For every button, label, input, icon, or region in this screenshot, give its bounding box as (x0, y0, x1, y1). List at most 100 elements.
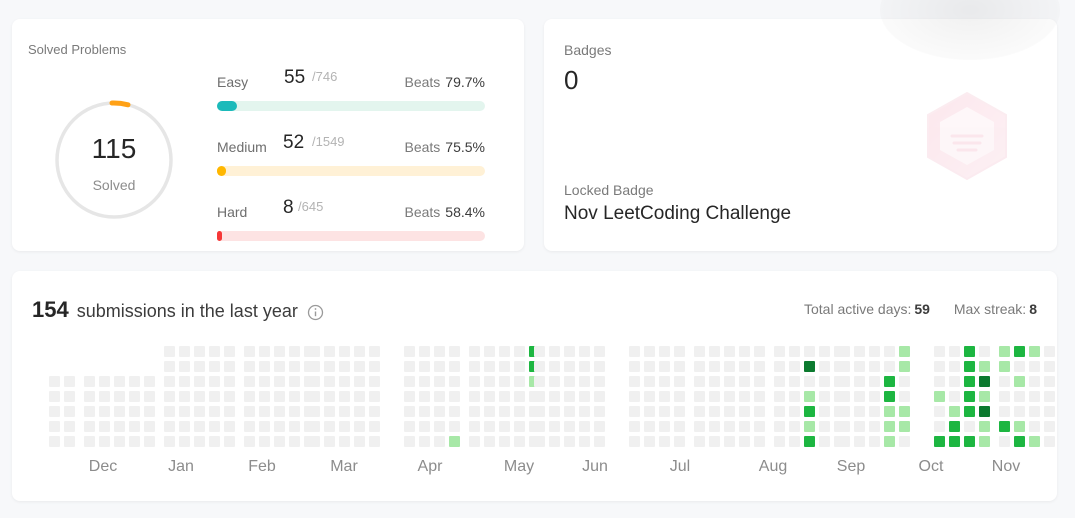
heatmap-day-cell[interactable] (774, 361, 785, 372)
heatmap-day-cell[interactable] (594, 361, 605, 372)
heatmap-day-cell[interactable] (739, 376, 750, 387)
heatmap-day-cell[interactable] (839, 346, 850, 357)
heatmap-day-cell[interactable] (194, 376, 205, 387)
heatmap-day-cell[interactable] (274, 391, 285, 402)
heatmap-day-cell[interactable] (274, 361, 285, 372)
heatmap-day-cell[interactable] (884, 376, 895, 387)
heatmap-day-cell[interactable] (259, 406, 270, 417)
heatmap-day-cell[interactable] (979, 391, 990, 402)
heatmap-day-cell[interactable] (309, 436, 320, 447)
heatmap-day-cell[interactable] (1014, 376, 1025, 387)
heatmap-day-cell[interactable] (259, 361, 270, 372)
heatmap-day-cell[interactable] (1029, 361, 1040, 372)
heatmap-day-cell[interactable] (999, 421, 1010, 432)
heatmap-day-cell[interactable] (114, 376, 125, 387)
heatmap-day-cell[interactable] (354, 361, 365, 372)
heatmap-day-cell[interactable] (99, 406, 110, 417)
heatmap-day-cell[interactable] (419, 391, 430, 402)
heatmap-day-cell[interactable] (164, 376, 175, 387)
heatmap-day-cell[interactable] (594, 436, 605, 447)
heatmap-day-cell[interactable] (244, 346, 255, 357)
heatmap-day-cell[interactable] (449, 391, 460, 402)
heatmap-day-cell[interactable] (144, 376, 155, 387)
heatmap-day-cell[interactable] (934, 406, 945, 417)
heatmap-day-cell[interactable] (1014, 436, 1025, 447)
heatmap-day-cell[interactable] (274, 421, 285, 432)
heatmap-day-cell[interactable] (594, 406, 605, 417)
heatmap-day-cell[interactable] (224, 361, 235, 372)
heatmap-day-cell[interactable] (949, 436, 960, 447)
heatmap-day-cell[interactable] (434, 391, 445, 402)
heatmap-day-cell[interactable] (354, 436, 365, 447)
heatmap-day-cell[interactable] (629, 391, 640, 402)
heatmap-day-cell[interactable] (289, 346, 300, 357)
heatmap-day-cell[interactable] (514, 376, 525, 387)
heatmap-day-cell[interactable] (884, 361, 895, 372)
heatmap-day-cell[interactable] (804, 376, 815, 387)
heatmap-day-cell[interactable] (404, 346, 415, 357)
heatmap-day-cell[interactable] (449, 421, 460, 432)
heatmap-day-cell[interactable] (129, 376, 140, 387)
heatmap-day-cell[interactable] (899, 406, 910, 417)
heatmap-day-cell[interactable] (449, 346, 460, 357)
heatmap-day-cell[interactable] (869, 406, 880, 417)
heatmap-day-cell[interactable] (774, 406, 785, 417)
heatmap-day-cell[interactable] (309, 361, 320, 372)
heatmap-day-cell[interactable] (339, 346, 350, 357)
heatmap-day-cell[interactable] (934, 391, 945, 402)
heatmap-day-cell[interactable] (949, 421, 960, 432)
heatmap-day-cell[interactable] (484, 406, 495, 417)
heatmap-day-cell[interactable] (869, 361, 880, 372)
heatmap-day-cell[interactable] (179, 361, 190, 372)
heatmap-day-cell[interactable] (789, 346, 800, 357)
heatmap-day-cell[interactable] (899, 421, 910, 432)
heatmap-day-cell[interactable] (484, 376, 495, 387)
heatmap-day-cell[interactable] (434, 436, 445, 447)
heatmap-day-cell[interactable] (129, 391, 140, 402)
heatmap-day-cell[interactable] (259, 391, 270, 402)
heatmap-day-cell[interactable] (854, 406, 865, 417)
heatmap-day-cell[interactable] (979, 346, 990, 357)
heatmap-day-cell[interactable] (339, 421, 350, 432)
heatmap-day-cell[interactable] (579, 421, 590, 432)
heatmap-day-cell[interactable] (819, 436, 830, 447)
heatmap-day-cell[interactable] (819, 421, 830, 432)
heatmap-day-cell[interactable] (244, 421, 255, 432)
heatmap-day-cell[interactable] (514, 406, 525, 417)
heatmap-day-cell[interactable] (1044, 406, 1055, 417)
heatmap-day-cell[interactable] (774, 391, 785, 402)
heatmap-day-cell[interactable] (224, 436, 235, 447)
heatmap-day-cell[interactable] (739, 361, 750, 372)
heatmap-day-cell[interactable] (774, 436, 785, 447)
heatmap-day-cell[interactable] (979, 361, 990, 372)
heatmap-day-cell[interactable] (644, 346, 655, 357)
heatmap-day-cell[interactable] (469, 406, 480, 417)
heatmap-day-cell[interactable] (564, 436, 575, 447)
heatmap-day-cell[interactable] (469, 361, 480, 372)
heatmap-day-cell[interactable] (709, 346, 720, 357)
heatmap-day-cell[interactable] (819, 391, 830, 402)
heatmap-day-cell[interactable] (934, 436, 945, 447)
heatmap-day-cell[interactable] (434, 361, 445, 372)
heatmap-day-cell[interactable] (144, 421, 155, 432)
heatmap-day-cell[interactable] (1044, 376, 1055, 387)
heatmap-day-cell[interactable] (449, 361, 460, 372)
heatmap-day-cell[interactable] (629, 376, 640, 387)
heatmap-day-cell[interactable] (579, 406, 590, 417)
heatmap-day-cell[interactable] (1029, 406, 1040, 417)
heatmap-day-cell[interactable] (64, 421, 75, 432)
heatmap-day-cell[interactable] (884, 391, 895, 402)
heatmap-day-cell[interactable] (659, 421, 670, 432)
heatmap-day-cell[interactable] (64, 406, 75, 417)
heatmap-day-cell[interactable] (209, 421, 220, 432)
heatmap-day-cell[interactable] (289, 406, 300, 417)
heatmap-day-cell[interactable] (674, 406, 685, 417)
heatmap-day-cell[interactable] (499, 391, 510, 402)
heatmap-day-cell[interactable] (64, 376, 75, 387)
heatmap-day-cell[interactable] (84, 391, 95, 402)
heatmap-day-cell[interactable] (674, 346, 685, 357)
heatmap-day-cell[interactable] (259, 436, 270, 447)
heatmap-day-cell[interactable] (899, 376, 910, 387)
heatmap-day-cell[interactable] (999, 391, 1010, 402)
heatmap-day-cell[interactable] (579, 346, 590, 357)
